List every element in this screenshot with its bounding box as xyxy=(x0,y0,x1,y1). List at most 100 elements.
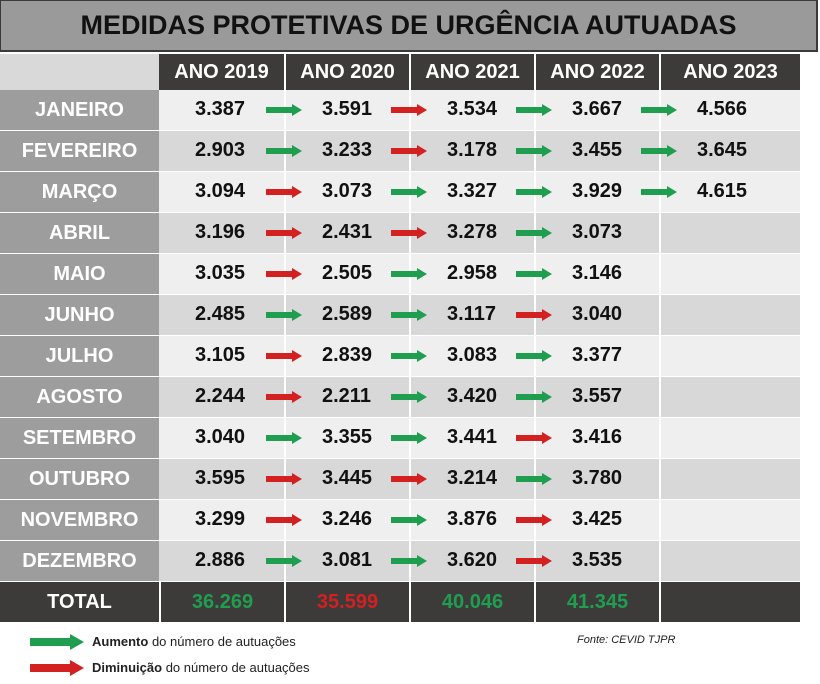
month-label: SETEMBRO xyxy=(0,418,159,458)
month-label: MARÇO xyxy=(0,172,159,212)
value-cell: 2.589 xyxy=(284,295,427,335)
value-cell: 3.105 xyxy=(159,336,302,376)
table-title: MEDIDAS PROTETIVAS DE URGÊNCIA AUTUADAS xyxy=(0,0,818,52)
cell-value: 3.441 xyxy=(447,426,498,448)
cell-value: 3.327 xyxy=(447,180,498,202)
cell-value: 4.615 xyxy=(697,180,748,202)
value-cell: 3.780 xyxy=(534,459,659,499)
value-cell: 2.431 xyxy=(284,213,427,253)
value-cell: 3.645 xyxy=(659,131,800,171)
cell-value: 3.083 xyxy=(447,344,498,366)
cell-value: 2.505 xyxy=(322,262,373,284)
table-row: JUNHO 2.485 2.589 3.117 3.040 xyxy=(0,295,820,336)
value-cell: 2.485 xyxy=(159,295,302,335)
month-label: JULHO xyxy=(0,336,159,376)
cell-value: 3.073 xyxy=(572,221,623,243)
value-cell: 3.073 xyxy=(534,213,659,253)
red-arrow-icon xyxy=(266,227,302,239)
column-header: ANO 2022 xyxy=(534,54,659,90)
value-cell: 3.445 xyxy=(284,459,427,499)
green-arrow-icon xyxy=(391,268,427,280)
table-row: NOVEMBRO 3.299 3.246 3.876 3.425 xyxy=(0,500,820,541)
cell-value: 3.420 xyxy=(447,385,498,407)
value-cell: 3.425 xyxy=(534,500,659,540)
column-header: ANO 2021 xyxy=(409,54,534,90)
value-cell: 2.958 xyxy=(409,254,552,294)
red-arrow-icon xyxy=(266,473,302,485)
month-label: JUNHO xyxy=(0,295,159,335)
value-cell: 3.040 xyxy=(159,418,302,458)
cell-value: 3.278 xyxy=(447,221,498,243)
value-cell xyxy=(659,295,800,335)
red-arrow-icon xyxy=(391,473,427,485)
value-cell: 3.178 xyxy=(409,131,552,171)
red-arrow-icon xyxy=(516,555,552,567)
source-note: Fonte: CEVID TJPR xyxy=(577,634,676,646)
value-cell: 3.233 xyxy=(284,131,427,171)
table-row: OUTUBRO 3.595 3.445 3.214 3.780 xyxy=(0,459,820,500)
value-cell: 3.595 xyxy=(159,459,302,499)
cell-value: 3.377 xyxy=(572,344,623,366)
value-cell: 2.244 xyxy=(159,377,302,417)
green-arrow-icon xyxy=(391,391,427,403)
month-label: OUTUBRO xyxy=(0,459,159,499)
cell-value: 3.591 xyxy=(322,98,373,120)
table-row: JANEIRO 3.387 3.591 3.534 3.667 4.566 xyxy=(0,90,820,131)
value-cell: 3.387 xyxy=(159,90,302,130)
value-cell xyxy=(659,377,800,417)
cell-value: 3.040 xyxy=(572,303,623,325)
table-row: FEVEREIRO 2.903 3.233 3.178 3.455 3.645 xyxy=(0,131,820,172)
green-arrow-icon xyxy=(641,186,677,198)
month-label: MAIO xyxy=(0,254,159,294)
value-cell xyxy=(659,500,800,540)
cell-value: 2.958 xyxy=(447,262,498,284)
value-cell: 3.876 xyxy=(409,500,552,540)
cell-value: 3.355 xyxy=(322,426,373,448)
green-arrow-icon xyxy=(641,145,677,157)
green-arrow-icon xyxy=(516,145,552,157)
value-cell: 3.246 xyxy=(284,500,427,540)
legend: Aumento do número de autuações Diminuiçã… xyxy=(0,624,820,684)
month-label: DEZEMBRO xyxy=(0,541,159,581)
table-row: MAIO 3.035 2.505 2.958 3.146 xyxy=(0,254,820,295)
green-arrow-icon xyxy=(391,350,427,362)
cell-value: 3.214 xyxy=(447,467,498,489)
value-cell: 3.278 xyxy=(409,213,552,253)
table-row: JULHO 3.105 2.839 3.083 3.377 xyxy=(0,336,820,377)
cell-value: 3.035 xyxy=(195,262,246,284)
value-cell: 3.534 xyxy=(409,90,552,130)
green-arrow-icon xyxy=(266,309,302,321)
value-cell: 3.299 xyxy=(159,500,302,540)
table-row: ABRIL 3.196 2.431 3.278 3.073 xyxy=(0,213,820,254)
header-row: ANO 2019 ANO 2020 ANO 2021 ANO 2022 ANO … xyxy=(0,54,820,90)
value-cell xyxy=(659,213,800,253)
legend-increase-label: Aumento do número de autuações xyxy=(92,634,296,649)
month-label: JANEIRO xyxy=(0,90,159,130)
red-arrow-icon xyxy=(30,660,84,676)
total-value: 40.046 xyxy=(409,582,534,622)
cell-value: 3.534 xyxy=(447,98,498,120)
green-arrow-icon xyxy=(516,350,552,362)
cell-value: 2.211 xyxy=(322,385,371,407)
value-cell: 3.377 xyxy=(534,336,659,376)
value-cell: 3.327 xyxy=(409,172,552,212)
value-cell xyxy=(659,254,800,294)
value-cell: 3.073 xyxy=(284,172,427,212)
green-arrow-icon xyxy=(641,104,677,116)
column-header: ANO 2023 xyxy=(659,54,800,90)
cell-value: 3.105 xyxy=(195,344,246,366)
value-cell: 3.094 xyxy=(159,172,302,212)
red-arrow-icon xyxy=(516,514,552,526)
red-arrow-icon xyxy=(391,227,427,239)
cell-value: 3.178 xyxy=(447,139,498,161)
cell-value: 4.566 xyxy=(697,98,748,120)
green-arrow-icon xyxy=(516,268,552,280)
red-arrow-icon xyxy=(516,309,552,321)
value-cell: 3.416 xyxy=(534,418,659,458)
green-arrow-icon xyxy=(516,391,552,403)
value-cell: 4.566 xyxy=(659,90,800,130)
red-arrow-icon xyxy=(391,145,427,157)
value-cell: 3.355 xyxy=(284,418,427,458)
cell-value: 3.246 xyxy=(322,508,373,530)
value-cell: 3.083 xyxy=(409,336,552,376)
